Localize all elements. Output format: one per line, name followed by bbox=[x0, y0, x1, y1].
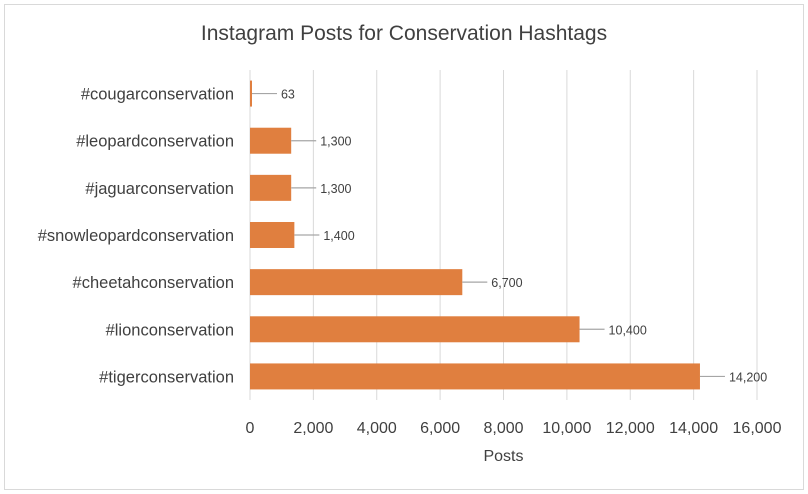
x-axis-title: Posts bbox=[483, 448, 523, 465]
data-label: 6,700 bbox=[491, 276, 522, 290]
category-label: #jaguarconservation bbox=[85, 180, 234, 198]
x-tick-label: 4,000 bbox=[357, 420, 397, 437]
chart-title: Instagram Posts for Conservation Hashtag… bbox=[200, 22, 608, 45]
category-label: #cheetahconservation bbox=[73, 274, 234, 292]
bar bbox=[250, 80, 252, 107]
x-tick-label: 14,000 bbox=[669, 420, 718, 437]
x-tick-labels: 0 2,000 4,000 6,000 8,000 10,000 12,000 14,000 1… bbox=[246, 420, 782, 437]
data-label: 1,400 bbox=[323, 229, 354, 243]
leader-lines bbox=[251, 92, 725, 378]
x-tick-label: 2,000 bbox=[293, 420, 333, 437]
x-tick-label: 12,000 bbox=[606, 420, 655, 437]
bars bbox=[250, 80, 700, 390]
data-label: 14,200 bbox=[729, 370, 767, 384]
bar bbox=[250, 316, 580, 343]
bar bbox=[250, 127, 292, 154]
x-tick-label: 8,000 bbox=[483, 420, 523, 437]
x-tick-label: 0 bbox=[246, 420, 255, 437]
x-tick-label: 10,000 bbox=[542, 420, 591, 437]
data-label: 10,400 bbox=[609, 323, 647, 337]
data-label: 1,300 bbox=[320, 182, 351, 196]
category-label: #cougarconservation bbox=[81, 86, 234, 104]
category-label: #snowleopardconservation bbox=[38, 227, 234, 245]
data-label: 1,300 bbox=[320, 135, 351, 149]
bar bbox=[250, 269, 463, 296]
bar bbox=[250, 222, 295, 248]
category-label: #tigerconservation bbox=[99, 368, 234, 386]
category-labels: #cougarconservation #leopardconservation #… bbox=[38, 86, 234, 387]
bar bbox=[250, 174, 292, 201]
chart-frame bbox=[4, 4, 804, 490]
category-label: #leopardconservation bbox=[76, 133, 234, 151]
gridlines bbox=[249, 70, 758, 400]
category-label: #lionconservation bbox=[106, 321, 234, 339]
x-tick-label: 16,000 bbox=[733, 420, 782, 437]
bar bbox=[250, 363, 700, 390]
data-labels: 63 1,300 1,300 1,400 6,700 10,400 14,200 bbox=[281, 88, 767, 385]
x-tick-label: 6,000 bbox=[420, 420, 460, 437]
data-label: 63 bbox=[281, 88, 295, 102]
